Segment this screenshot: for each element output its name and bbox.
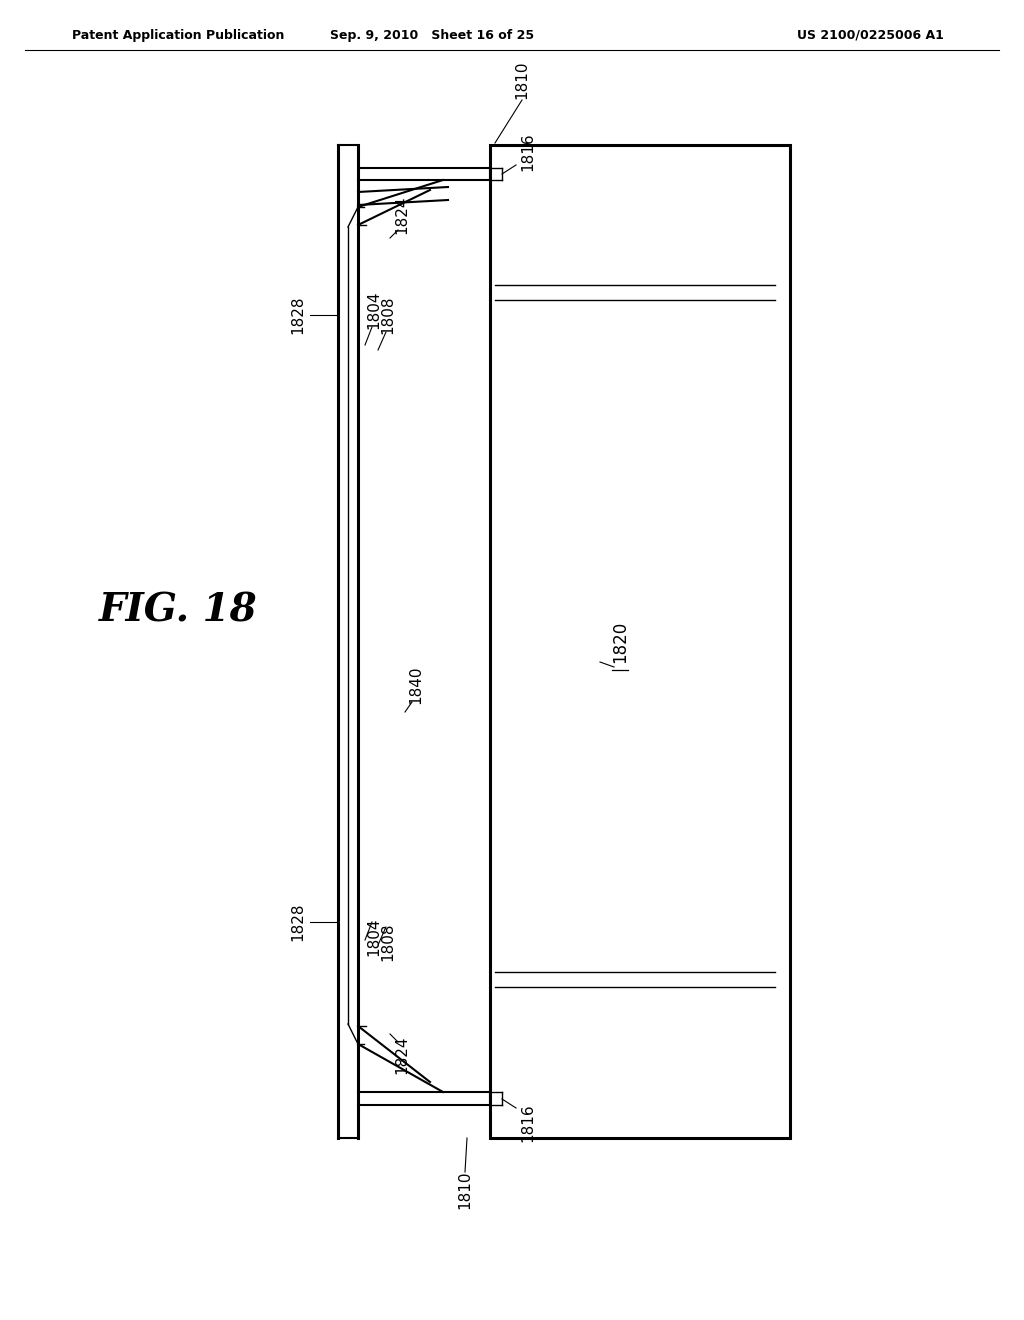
Text: 1810: 1810: [514, 61, 529, 99]
Text: Sep. 9, 2010   Sheet 16 of 25: Sep. 9, 2010 Sheet 16 of 25: [330, 29, 535, 41]
Text: 1804: 1804: [367, 290, 382, 329]
Text: FIG. 18: FIG. 18: [98, 591, 257, 630]
Text: 1840: 1840: [409, 665, 424, 705]
Text: 1816: 1816: [520, 1104, 535, 1142]
Bar: [490, 145, 790, 1138]
Text: 1824: 1824: [394, 195, 410, 234]
Text: 1808: 1808: [381, 296, 395, 334]
Text: 1824: 1824: [394, 1036, 410, 1074]
Text: 1820: 1820: [611, 620, 629, 663]
Text: 1828: 1828: [291, 296, 305, 334]
Text: 1804: 1804: [367, 917, 382, 956]
Text: 1816: 1816: [520, 133, 535, 172]
Text: 1810: 1810: [458, 1171, 472, 1209]
Text: Patent Application Publication: Patent Application Publication: [72, 29, 285, 41]
Text: US 2100/0225006 A1: US 2100/0225006 A1: [797, 29, 943, 41]
Text: 1828: 1828: [291, 903, 305, 941]
Text: 1808: 1808: [381, 923, 395, 961]
